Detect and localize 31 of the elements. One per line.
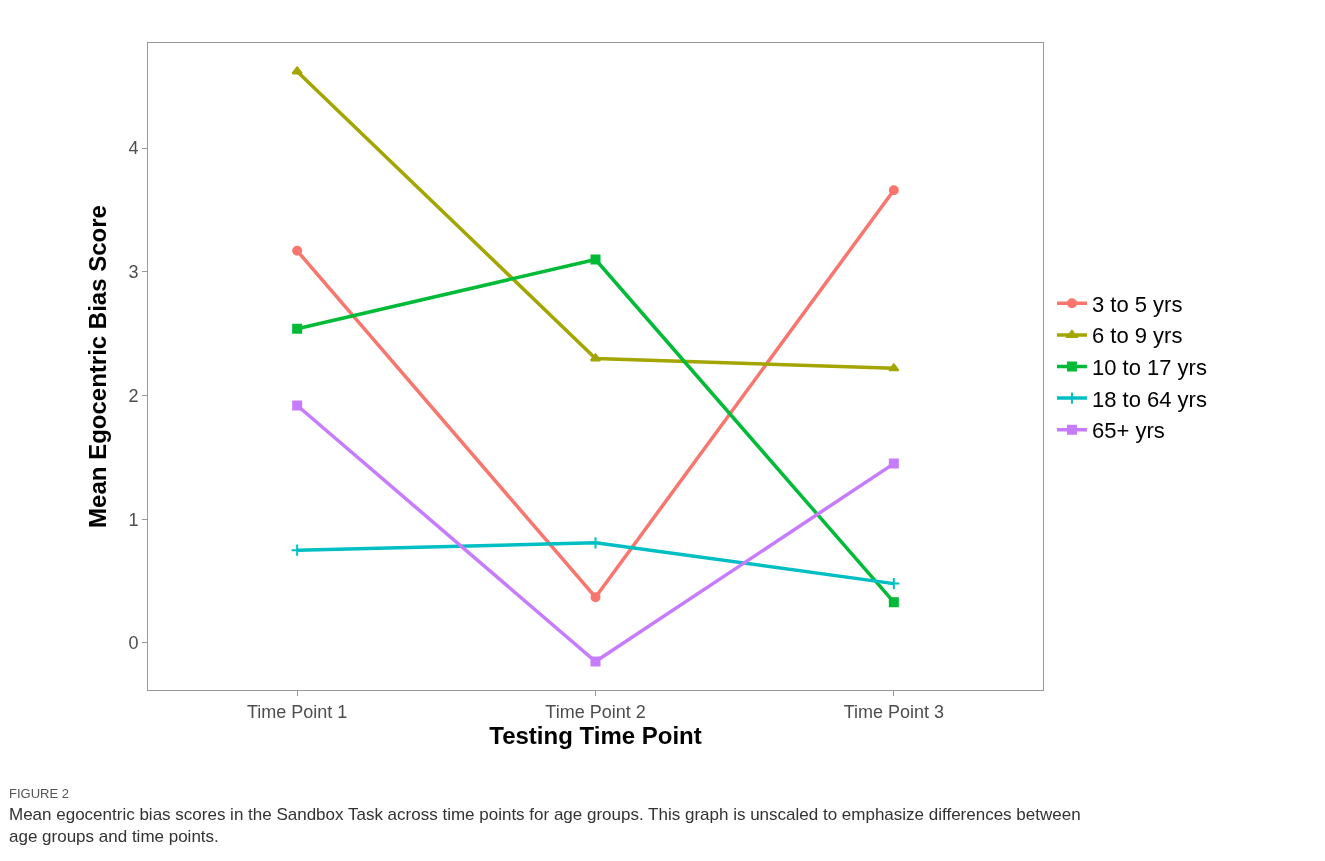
legend-label: 10 to 17 yrs bbox=[1091, 355, 1207, 381]
point bbox=[590, 592, 601, 603]
point bbox=[590, 254, 601, 265]
point bbox=[292, 400, 303, 411]
point bbox=[290, 543, 304, 557]
x-tick-label: Time Point 2 bbox=[545, 701, 646, 722]
caption: FIGURE 2 bbox=[9, 786, 69, 801]
x-tick-label: Time Point 1 bbox=[246, 701, 348, 722]
x-axis-title: Testing Time Point bbox=[489, 721, 702, 749]
point bbox=[292, 323, 303, 334]
y-tick-label: 2 bbox=[128, 385, 139, 406]
point bbox=[291, 66, 303, 75]
legend-label: 65+ yrs bbox=[1091, 418, 1165, 444]
text: Mean egocentric bias scores in the Sandbox Task across time points for age groups. This graph is unscaled to emphasize differences between age groups and time points. bbox=[9, 805, 1081, 847]
legend-label: 6 to 9 yrs bbox=[1091, 323, 1183, 349]
y-tick-label: 0 bbox=[128, 633, 139, 654]
y-axis-title: Mean Egocentric Bias Score bbox=[84, 205, 112, 528]
point bbox=[887, 577, 901, 591]
x-tick-label: Time Point 3 bbox=[843, 701, 945, 722]
point bbox=[888, 363, 900, 372]
point bbox=[888, 597, 899, 608]
point bbox=[292, 245, 303, 256]
legend-label: 3 to 5 yrs bbox=[1091, 291, 1183, 317]
y-tick-label: 4 bbox=[128, 138, 139, 159]
point bbox=[588, 536, 603, 550]
point bbox=[888, 458, 899, 469]
point bbox=[590, 656, 601, 667]
point bbox=[888, 185, 899, 196]
y-tick-label: 3 bbox=[128, 262, 139, 283]
y-tick-label: 1 bbox=[128, 509, 139, 530]
legend-label: 18 to 64 yrs bbox=[1091, 386, 1207, 412]
